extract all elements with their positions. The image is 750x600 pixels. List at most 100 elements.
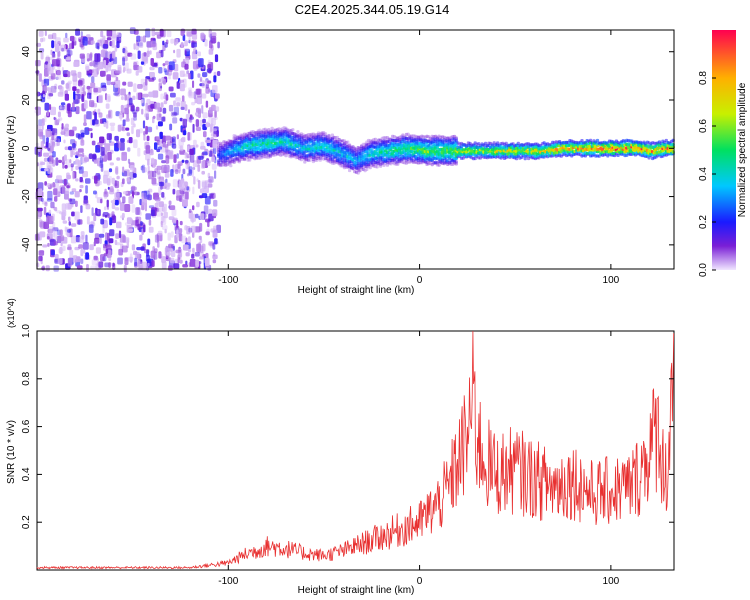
noise-speckle (65, 202, 71, 210)
noise-speckle (167, 232, 171, 241)
ridge-cell (428, 161, 433, 165)
noise-speckle (131, 204, 136, 213)
noise-speckle (146, 194, 152, 201)
ridge-cell (373, 164, 377, 169)
noise-speckle (83, 114, 87, 123)
noise-speckle (38, 30, 44, 37)
noise-speckle (94, 112, 97, 121)
noise-speckle (173, 100, 176, 107)
noise-speckle (211, 117, 216, 126)
noise-speckle (66, 71, 71, 78)
noise-speckle (160, 77, 165, 81)
noise-speckle (118, 113, 123, 119)
noise-speckle (73, 91, 76, 100)
noise-speckle (112, 50, 116, 59)
noise-speckle (156, 51, 162, 59)
noise-speckle (207, 64, 212, 69)
colorbar-ticks: 0.0 0.2 0.4 0.6 0.8 (698, 71, 716, 277)
x-tick-label: 100 (603, 576, 620, 587)
noise-speckle (69, 35, 75, 42)
noise-speckle (185, 57, 190, 65)
noise-speckle (184, 50, 187, 56)
noise-speckle (205, 160, 212, 164)
noise-speckle (45, 265, 50, 272)
noise-speckle (143, 132, 146, 141)
noise-speckle (213, 252, 216, 257)
noise-speckle (86, 216, 90, 225)
noise-speckle (185, 159, 189, 163)
noise-speckle (196, 88, 202, 98)
ridge-cell (277, 127, 281, 131)
ridge-cell (437, 134, 441, 138)
noise-speckle (83, 249, 86, 254)
noise-speckle (180, 187, 184, 196)
ridge-cell (451, 162, 455, 166)
noise-speckle (75, 133, 81, 138)
noise-speckle (142, 35, 146, 43)
noise-speckle (160, 221, 163, 228)
noise-speckle (57, 111, 61, 118)
noise-speckle (201, 181, 207, 189)
noise-speckle (164, 70, 169, 75)
noise-speckle (197, 164, 201, 172)
noise-speckle (150, 209, 155, 217)
noise-speckle (48, 56, 54, 60)
snr-y-ticks: 0.2 0.4 0.6 0.8 1.0 (21, 324, 674, 529)
noise-speckle (170, 92, 176, 98)
noise-speckle (160, 85, 163, 89)
noise-speckle (56, 70, 61, 76)
noise-speckle (166, 30, 172, 38)
noise-speckle (58, 235, 65, 241)
noise-speckle (67, 103, 71, 112)
noise-speckle (78, 244, 83, 249)
noise-speckle (148, 77, 155, 82)
ridge-cell (304, 133, 309, 138)
noise-speckle (71, 211, 75, 217)
noise-speckle (192, 60, 199, 70)
noise-speckle (64, 164, 68, 169)
noise-speckle (180, 42, 184, 48)
noise-speckle (149, 149, 154, 156)
noise-speckle (99, 237, 102, 244)
noise-speckle (132, 173, 137, 178)
noise-speckle (86, 264, 89, 272)
noise-speckle (67, 80, 72, 85)
noise-speckle (89, 100, 95, 107)
noise-speckle (197, 73, 201, 78)
noise-speckle (58, 159, 62, 163)
noise-speckle (163, 164, 169, 172)
noise-speckle (191, 168, 194, 178)
noise-speckle (213, 131, 218, 138)
noise-speckle (104, 143, 111, 152)
noise-speckle (67, 257, 73, 267)
noise-speckle (125, 127, 130, 131)
noise-speckle (172, 188, 176, 195)
noise-speckle (66, 174, 71, 180)
noise-speckle (212, 209, 218, 217)
noise-speckle (100, 254, 105, 262)
spectrogram-y-ticks: -40 -20 0 20 40 (21, 46, 674, 252)
noise-speckle (114, 192, 120, 199)
noise-speckle (98, 261, 104, 268)
noise-speckle (87, 128, 93, 132)
ridge-cell (330, 133, 334, 137)
noise-speckle (178, 233, 183, 242)
noise-speckle (85, 185, 88, 194)
noise-speckle (67, 244, 72, 250)
noise-speckle (103, 253, 108, 257)
noise-speckle (47, 66, 54, 75)
noise-speckle (156, 136, 161, 141)
ridge-cell (411, 134, 415, 138)
noise-speckle (179, 187, 186, 194)
noise-speckle (49, 229, 55, 238)
noise-speckle (63, 73, 68, 78)
noise-speckle (75, 200, 78, 207)
noise-speckle (44, 61, 49, 65)
ridge-cell (263, 127, 267, 131)
noise-speckle (95, 247, 101, 254)
noise-speckle (212, 242, 216, 250)
noise-speckle (95, 42, 99, 49)
y-tick-label: 0.2 (21, 515, 32, 529)
noise-speckle (120, 104, 124, 114)
noise-speckle (168, 104, 174, 112)
